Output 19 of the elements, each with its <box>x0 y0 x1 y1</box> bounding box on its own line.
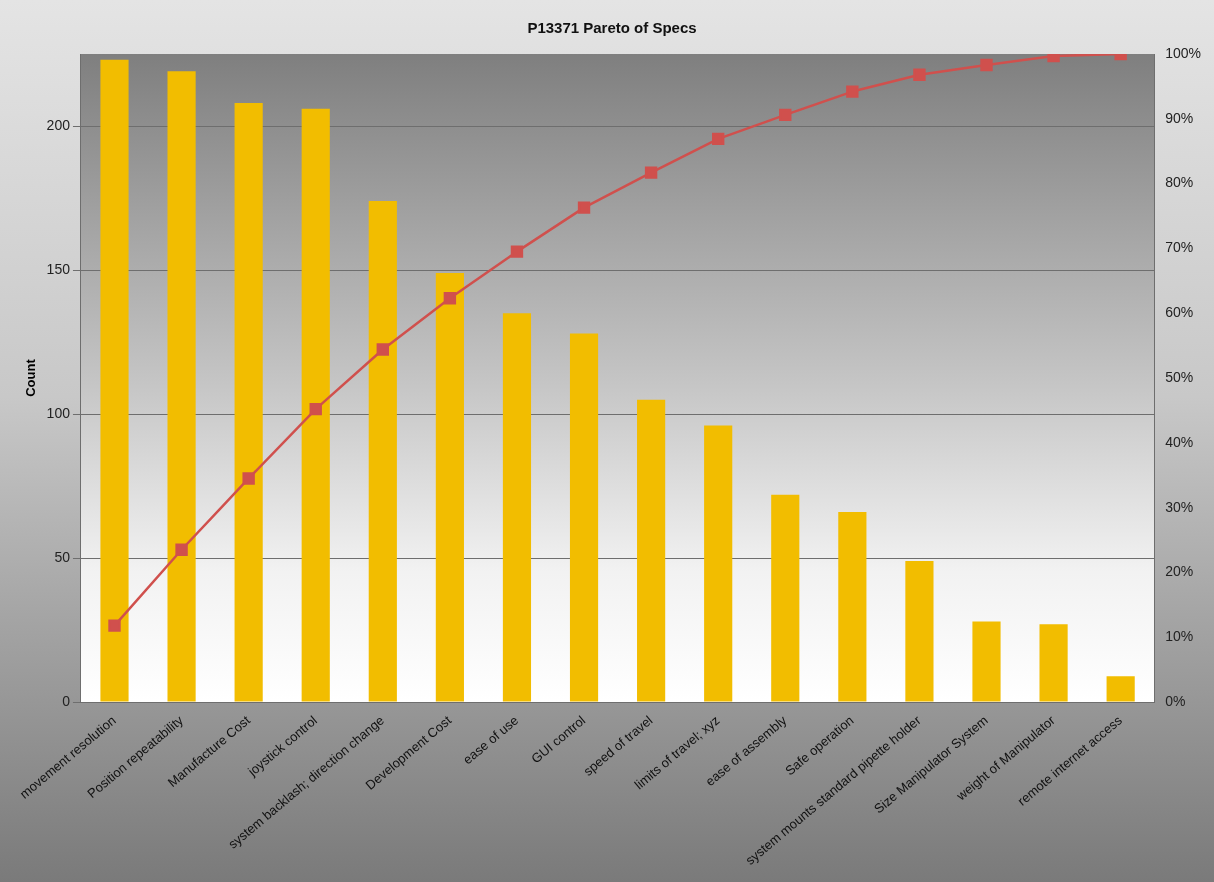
y-tick-label: 100 <box>46 404 71 421</box>
y2-tick-label: 10% <box>1165 628 1194 645</box>
y2-tick-label: 0% <box>1165 692 1186 709</box>
y2-tick-label: 80% <box>1165 174 1194 191</box>
y2-tick-label: 60% <box>1165 304 1194 321</box>
y-tick-label: 50 <box>54 548 71 565</box>
y-tick-label: 0 <box>62 692 71 709</box>
y2-tick-label: 20% <box>1165 563 1194 580</box>
y-tick-label: 200 <box>46 116 71 133</box>
x-tick-label: ease of use <box>460 712 522 768</box>
y2-tick-label: 30% <box>1165 498 1194 515</box>
y2-tick-label: 70% <box>1165 239 1194 256</box>
chart-title: P13371 Pareto of Specs <box>527 19 697 37</box>
y2-tick-label: 50% <box>1165 368 1194 385</box>
y2-tick-label: 40% <box>1165 433 1194 450</box>
y-axis-title: Count <box>23 358 39 397</box>
y2-tick-label: 100% <box>1165 44 1202 61</box>
y2-tick-label: 90% <box>1165 109 1194 126</box>
y-tick-label: 150 <box>46 260 71 277</box>
